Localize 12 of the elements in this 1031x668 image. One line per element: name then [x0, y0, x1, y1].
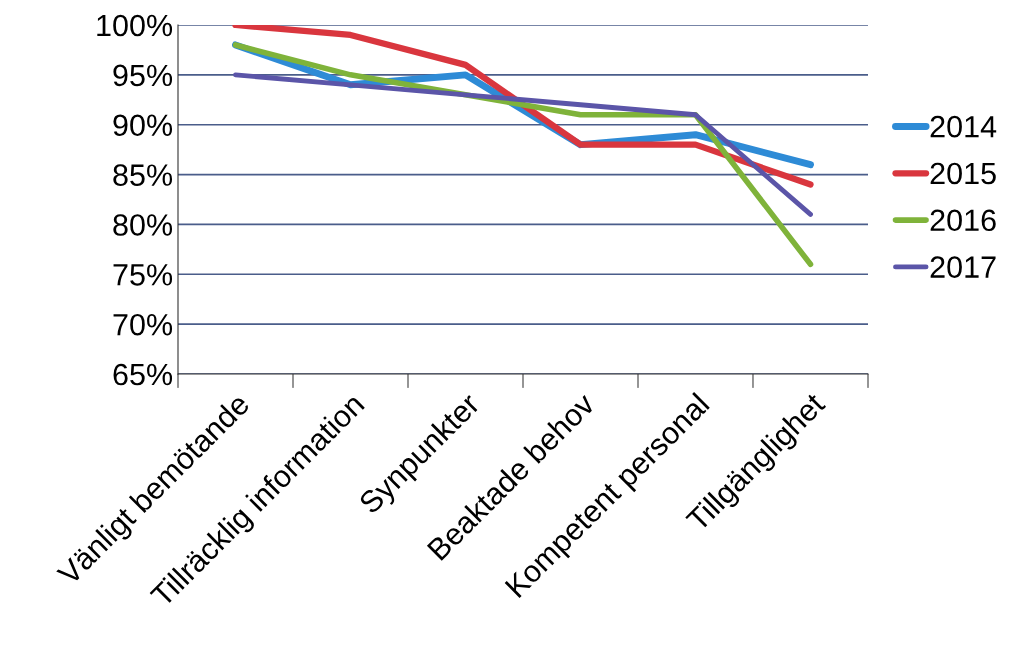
legend-label: 2014	[930, 115, 997, 138]
legend-label: 2015	[930, 162, 996, 185]
y-tick-label: 95%	[113, 64, 173, 87]
y-tick-label: 80%	[113, 214, 173, 236]
y-tick-label: 100%	[97, 14, 173, 37]
y-tick-label: 90%	[113, 114, 173, 137]
y-tick-label: 65%	[113, 363, 173, 386]
y-tick-label: 70%	[113, 313, 173, 336]
y-tick-label: 85%	[113, 164, 173, 186]
legend-label: 2017	[930, 256, 996, 278]
y-tick-label: 75%	[113, 264, 173, 286]
legend-label: 2016	[930, 209, 996, 232]
